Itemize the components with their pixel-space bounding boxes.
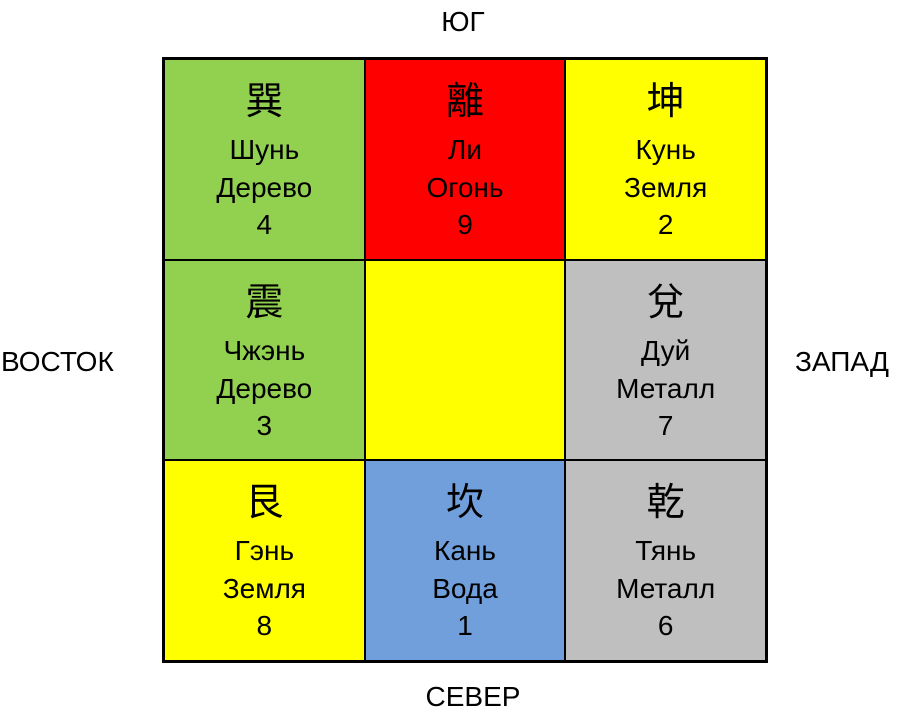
trigram-character: 坎 xyxy=(445,480,484,525)
grid-cell: 坤 Кунь Земля 2 xyxy=(565,59,766,260)
number-label: 4 xyxy=(256,209,273,240)
trigram-name: Кань xyxy=(434,535,496,567)
element-label: Земля xyxy=(222,573,306,605)
direction-north: СЕВЕР xyxy=(425,681,521,712)
grid-cell: 乾 Тянь Металл 6 xyxy=(565,460,766,661)
grid-cell: 艮 Гэнь Земля 8 xyxy=(164,460,365,661)
number-label: 8 xyxy=(256,610,273,642)
trigram-character: 巽 xyxy=(245,79,284,123)
element-label: Металл xyxy=(616,372,716,404)
direction-south: ЮГ xyxy=(441,6,485,37)
trigram-name: Дуй xyxy=(641,334,691,366)
grid-cell xyxy=(364,259,566,461)
trigram-character: 震 xyxy=(245,279,284,324)
trigram-name: Шунь xyxy=(229,134,300,165)
trigram-name: Гэнь xyxy=(234,535,295,567)
number-label: 7 xyxy=(657,409,674,441)
trigram-name: Ли xyxy=(447,134,482,165)
direction-west: ЗАПАД xyxy=(795,346,889,377)
number-label: 1 xyxy=(457,610,473,642)
trigram-character: 坤 xyxy=(646,79,685,123)
element-label: Вода xyxy=(432,573,498,605)
trigram-character: 兌 xyxy=(646,279,685,324)
grid-cell: 坎 Кань Вода 1 xyxy=(364,460,566,661)
grid-cell: 震 Чжэнь Дерево 3 xyxy=(164,259,365,461)
element-label: Огонь xyxy=(426,172,504,203)
trigram-name: Чжэнь xyxy=(223,334,306,366)
grid-cell: 巽 Шунь Дерево 4 xyxy=(164,59,365,260)
number-label: 6 xyxy=(657,610,674,642)
grid-cell: 兌 Дуй Металл 7 xyxy=(565,259,766,461)
direction-east: ВОСТОК xyxy=(1,346,114,377)
number-label: 9 xyxy=(457,209,473,240)
element-label: Дерево xyxy=(216,372,313,404)
trigram-character: 艮 xyxy=(245,480,284,525)
number-label: 3 xyxy=(256,409,273,441)
trigram-name: Тянь xyxy=(635,535,697,567)
bagua-grid: 巽 Шунь Дерево 4 離 Ли Огонь 9 坤 Кунь Земля 2 震 Чжэнь Де… xyxy=(162,57,768,663)
grid-cell: 離 Ли Огонь 9 xyxy=(364,59,566,260)
number-label: 2 xyxy=(657,209,674,240)
trigram-character: 離 xyxy=(445,79,484,123)
trigram-character: 乾 xyxy=(646,480,685,525)
element-label: Земля xyxy=(624,172,708,203)
trigram-name: Кунь xyxy=(635,134,696,165)
element-label: Дерево xyxy=(216,172,313,203)
element-label: Металл xyxy=(616,573,716,605)
